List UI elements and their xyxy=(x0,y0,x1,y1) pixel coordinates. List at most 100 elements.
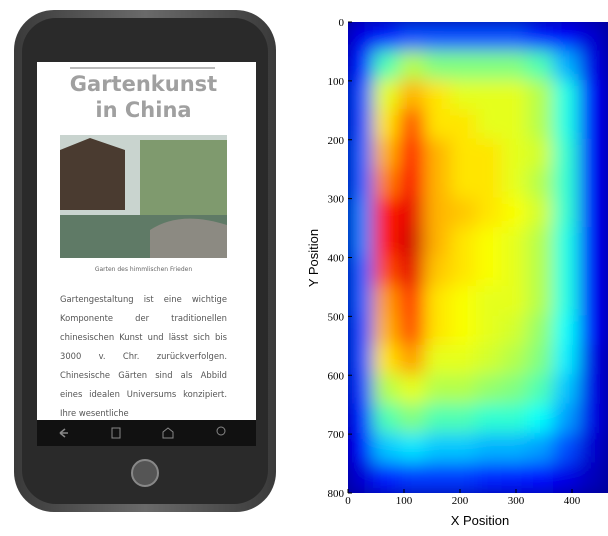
heat-cell xyxy=(372,462,401,493)
heat-cell xyxy=(398,433,427,465)
heat-cell xyxy=(501,256,530,288)
page-title: in China xyxy=(95,98,192,122)
heat-cell xyxy=(527,168,556,200)
page-title: Gartenkunst xyxy=(69,72,218,96)
caption: Garten des himmlischen Frieden xyxy=(94,266,193,273)
heat-cell xyxy=(398,138,427,171)
x-tick-label: 300 xyxy=(508,495,525,507)
heat-cell xyxy=(372,227,401,259)
heat-cell xyxy=(398,109,427,141)
heat-cell xyxy=(348,197,375,230)
menu-icon[interactable] xyxy=(111,427,121,439)
heat-cell xyxy=(578,109,607,141)
heat-cell xyxy=(553,285,581,318)
heat-cell xyxy=(553,315,581,347)
heatmap xyxy=(348,22,607,493)
heat-cell xyxy=(578,403,607,436)
heat-cell xyxy=(553,403,581,436)
heat-cell xyxy=(450,227,478,259)
heat-cell xyxy=(578,227,607,259)
home-button[interactable] xyxy=(131,459,159,487)
heat-cell xyxy=(501,344,530,377)
x-tick-label: 100 xyxy=(396,495,413,507)
heat-cell xyxy=(372,79,401,112)
heat-cell xyxy=(578,138,607,171)
heat-cell xyxy=(578,50,607,82)
heat-cell xyxy=(424,403,453,436)
heat-cell xyxy=(348,285,375,318)
garden-photo xyxy=(60,135,227,258)
heat-cell xyxy=(475,344,504,377)
heat-cell xyxy=(348,403,375,436)
heat-cell xyxy=(501,227,530,259)
search-icon[interactable] xyxy=(216,426,226,436)
heat-cell xyxy=(501,50,530,82)
heat-cell xyxy=(348,344,375,377)
heat-cell xyxy=(475,285,504,318)
heat-cell xyxy=(501,168,530,200)
heat-cell xyxy=(501,109,530,141)
heat-cell xyxy=(553,50,581,82)
y-tick-label: 500 xyxy=(328,311,345,323)
paragraph: Gartengestaltung ist eine wichtige Kompo… xyxy=(60,294,227,418)
heat-cell xyxy=(398,168,427,200)
heat-cell xyxy=(398,344,427,377)
heat-cell xyxy=(348,50,375,82)
heat-cell xyxy=(348,22,375,53)
heat-cell xyxy=(553,138,581,171)
heat-cell xyxy=(578,374,607,406)
heat-cell xyxy=(424,22,453,53)
heat-cell xyxy=(501,315,530,347)
heat-cell xyxy=(424,79,453,112)
heat-cell xyxy=(527,227,556,259)
heat-cell xyxy=(372,403,401,436)
heat-cell xyxy=(424,256,453,288)
x-tick-label: 0 xyxy=(345,495,351,507)
heat-cell xyxy=(450,138,478,171)
heat-cell xyxy=(450,374,478,406)
heat-cell xyxy=(398,50,427,82)
heat-cell xyxy=(450,256,478,288)
heat-cell xyxy=(372,138,401,171)
heat-cell xyxy=(553,433,581,465)
heat-cell xyxy=(424,227,453,259)
y-tick-label: 600 xyxy=(328,370,345,382)
heat-cell xyxy=(501,22,530,53)
heat-cell xyxy=(424,138,453,171)
heat-cell xyxy=(475,22,504,53)
heat-cell xyxy=(424,344,453,377)
heat-cell xyxy=(527,256,556,288)
heat-cell xyxy=(527,109,556,141)
heat-cell xyxy=(553,256,581,288)
heat-cell xyxy=(501,138,530,171)
heat-cell xyxy=(578,433,607,465)
back-icon[interactable] xyxy=(59,428,68,438)
heat-cell xyxy=(553,22,581,53)
heat-cell xyxy=(475,433,504,465)
axes: 0 100 200 300 400 0 100 200 300 400 500 600 700 800 xyxy=(328,17,581,507)
y-tick-label: 300 xyxy=(328,194,345,206)
heat-cell xyxy=(398,22,427,53)
heat-cell xyxy=(348,168,375,200)
heat-cell xyxy=(450,50,478,82)
heat-cell xyxy=(527,315,556,347)
heat-cell xyxy=(501,433,530,465)
heat-cell xyxy=(372,256,401,288)
heat-cell xyxy=(450,168,478,200)
heat-cell xyxy=(372,22,401,53)
heat-cell xyxy=(475,109,504,141)
x-axis-label: X Position xyxy=(451,513,510,528)
heat-cell xyxy=(398,315,427,347)
nav-bar xyxy=(37,420,256,446)
home-icon[interactable] xyxy=(162,427,174,439)
heat-cell xyxy=(527,374,556,406)
heat-cell xyxy=(527,138,556,171)
heat-cell xyxy=(475,256,504,288)
heat-cell xyxy=(398,462,427,493)
heat-cell xyxy=(475,374,504,406)
heat-cell xyxy=(398,285,427,318)
heat-cell xyxy=(450,22,478,53)
heat-cell xyxy=(527,344,556,377)
